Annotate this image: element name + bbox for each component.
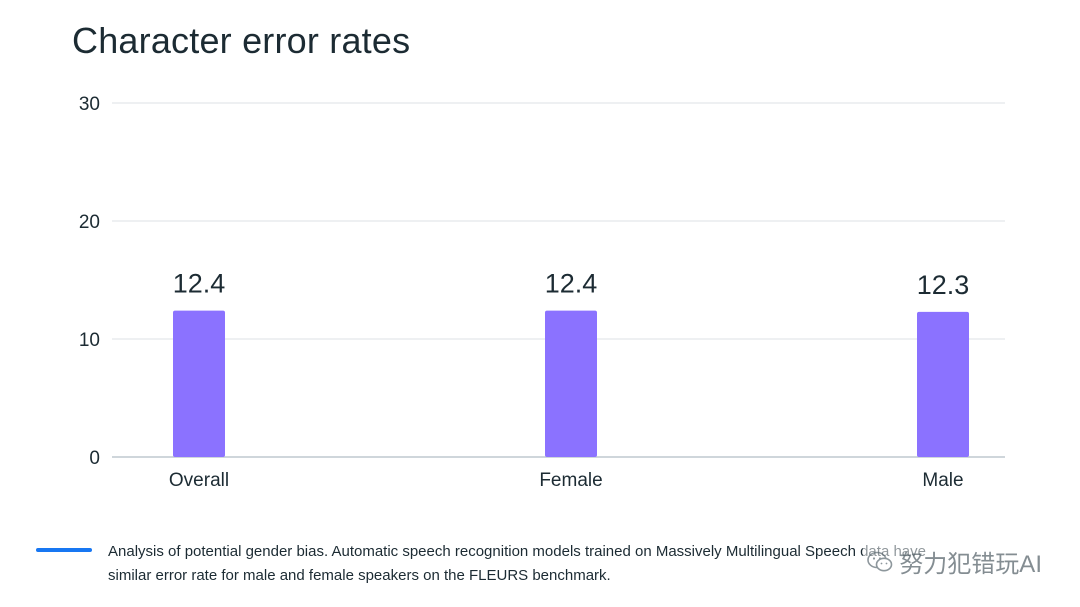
watermark: 努力犯错玩AI <box>863 544 1046 579</box>
y-tick-label: 0 <box>89 448 100 469</box>
y-tick-label: 10 <box>79 330 100 351</box>
x-tick-label-overall: Overall <box>169 470 229 491</box>
x-axis-ticks: Overall Female Male <box>169 470 964 491</box>
caption-text: Analysis of potential gender bias. Autom… <box>108 540 1068 588</box>
y-tick-label: 30 <box>79 94 100 115</box>
data-label-female: 12.4 <box>545 269 598 299</box>
bar-female <box>545 310 597 457</box>
chart-title: Character error rates <box>72 20 411 61</box>
caption-accent-line <box>36 548 92 552</box>
watermark-text: 努力犯错玩AI <box>899 551 1042 578</box>
bar-male <box>917 311 969 457</box>
x-tick-label-female: Female <box>539 470 602 491</box>
caption-line-1: Analysis of potential gender bias. Autom… <box>108 543 926 560</box>
bar-overall <box>173 310 225 457</box>
caption-line-2: similar error rate for male and female s… <box>108 567 611 584</box>
x-tick-label-male: Male <box>922 470 963 491</box>
data-label-male: 12.3 <box>917 270 970 300</box>
data-labels: 12.4 12.4 12.3 <box>173 269 970 300</box>
bar-chart: 0 10 20 30 12.4 12.4 12.3 Overall Female Male <box>79 94 1005 491</box>
bars <box>173 310 969 457</box>
y-axis-ticks: 0 10 20 30 <box>79 94 100 469</box>
wechat-icon <box>867 551 893 571</box>
y-tick-label: 20 <box>79 212 100 233</box>
data-label-overall: 12.4 <box>173 269 226 299</box>
